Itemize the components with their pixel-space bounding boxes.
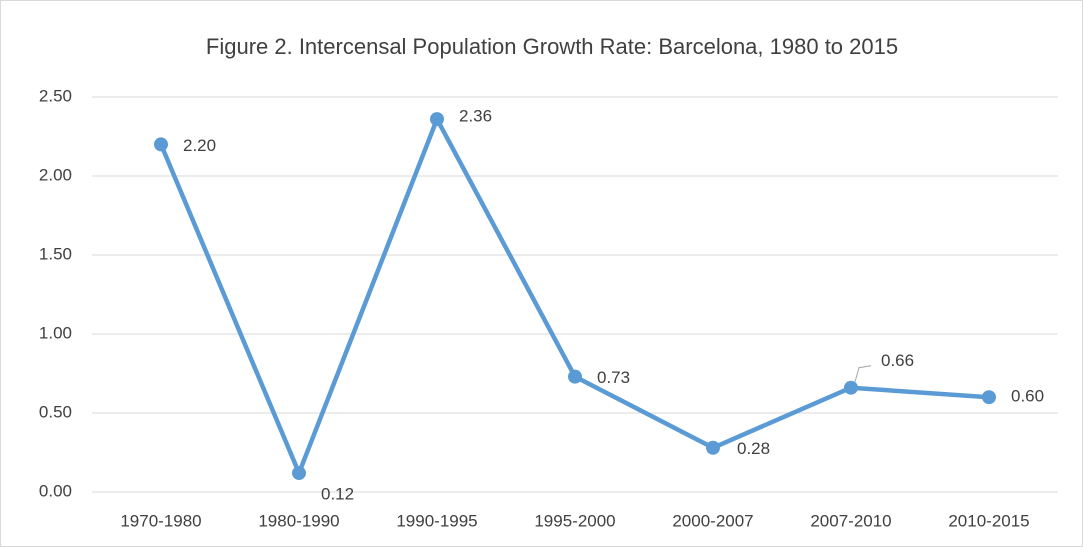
data-label: 2.36: [459, 107, 492, 126]
point: [706, 440, 720, 455]
data-label: 0.73: [597, 368, 630, 387]
data-label: 0.66: [881, 351, 914, 370]
x-tick-label: 2010-2015: [948, 511, 1029, 530]
point: [844, 380, 858, 395]
x-tick-label: 2007-2010: [810, 511, 891, 530]
y-tick-label: 1.50: [39, 244, 72, 263]
x-tick-label: 1970-1980: [120, 511, 201, 530]
y-tick-label: 2.50: [39, 86, 72, 105]
y-tick-label: 0.00: [39, 481, 72, 500]
chart-title: Figure 2. Intercensal Population Growth …: [206, 34, 898, 59]
x-tick-label: 2000-2007: [672, 511, 753, 530]
leader-line: [854, 365, 872, 382]
x-tick-label: 1990-1995: [396, 511, 477, 530]
data-label: 2.20: [183, 136, 216, 155]
x-tick-label: 1995-2000: [534, 511, 615, 530]
data-label: 0.12: [321, 485, 354, 504]
point: [568, 369, 582, 384]
y-tick-label: 0.50: [39, 402, 72, 421]
data-label: 0.28: [737, 439, 770, 458]
y-tick-label: 1.00: [39, 323, 72, 342]
point: [982, 390, 996, 405]
point: [430, 112, 444, 127]
point: [154, 137, 168, 152]
y-tick-label: 2.00: [39, 165, 72, 184]
data-label: 0.60: [1011, 387, 1044, 406]
point: [292, 466, 306, 481]
x-tick-label: 1980-1990: [258, 511, 339, 530]
